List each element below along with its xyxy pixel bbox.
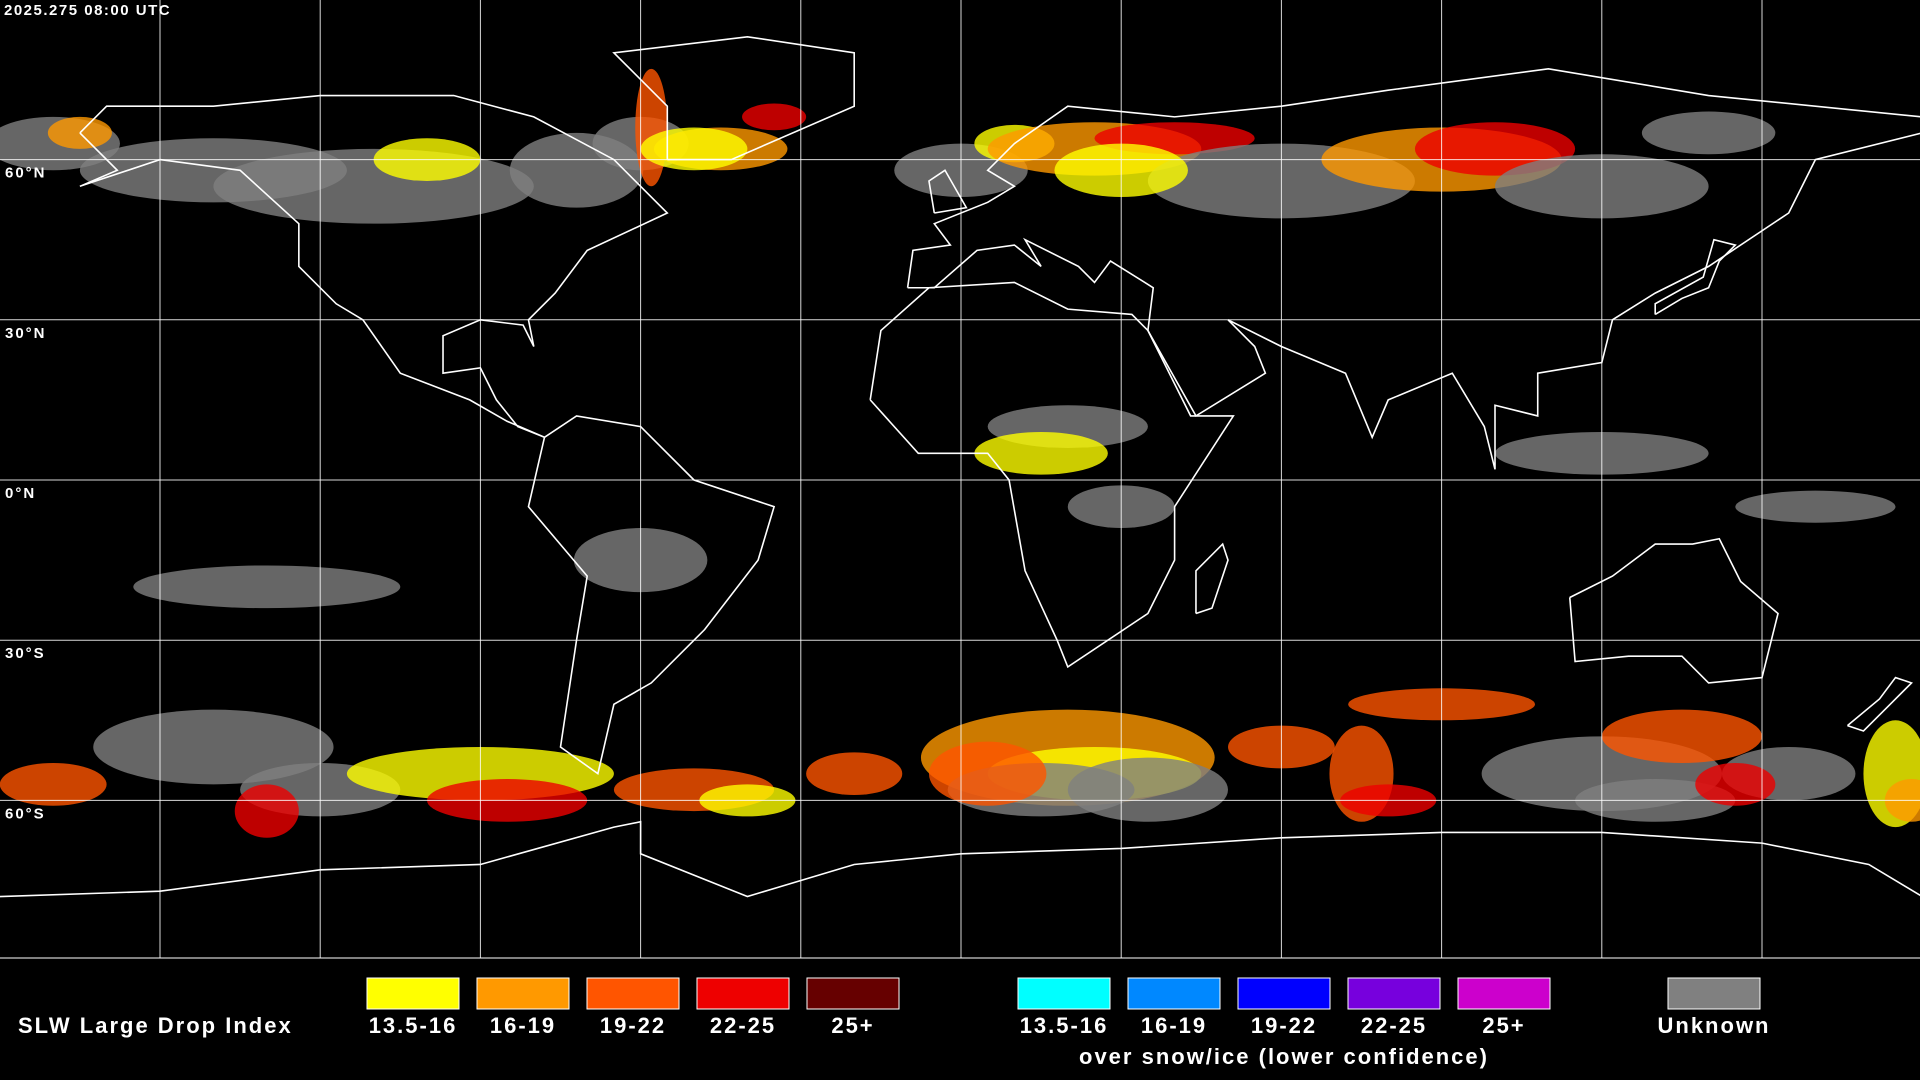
latitude-label: 60°S — [5, 805, 46, 822]
legend-label: 25+ — [1482, 1013, 1525, 1038]
latitude-label: 60°N — [5, 165, 47, 182]
legend: SLW Large Drop Index 13.5-16 16-19 19-22 22… — [18, 977, 1771, 1069]
cloud-patch — [806, 752, 903, 796]
latitude-labels: 60°N 30°N 0°N 30°S 60°S — [5, 165, 47, 823]
cloud-patch — [742, 103, 807, 131]
legend-label: 16-19 — [490, 1013, 556, 1038]
coastline — [527, 415, 776, 776]
legend-label: 19-22 — [600, 1013, 666, 1038]
legend-swatch — [1237, 977, 1331, 1010]
cloud-patch — [0, 763, 107, 806]
cloud-patch — [1601, 709, 1762, 764]
cloud-patch — [1695, 763, 1776, 806]
coastline — [1568, 537, 1779, 684]
coastline — [1195, 542, 1229, 615]
legend-swatch — [1457, 977, 1551, 1010]
latitude-label: 30°N — [5, 325, 47, 342]
latitude-label: 0°N — [5, 485, 36, 502]
cloud-patch — [234, 784, 299, 838]
legend-swatch — [1667, 977, 1761, 1010]
coastline — [1654, 238, 1737, 316]
cloud-patch — [1735, 490, 1896, 523]
legend-swatch — [476, 977, 570, 1010]
legend-label: 13.5-16 — [1020, 1013, 1109, 1038]
legend-swatch — [1017, 977, 1111, 1010]
legend-title: SLW Large Drop Index — [18, 1013, 293, 1038]
graticule — [0, 0, 1920, 958]
cloud-patch — [974, 431, 1108, 475]
latitude-label: 30°S — [5, 645, 46, 662]
legend-swatch — [586, 977, 680, 1010]
legend-label: 13.5-16 — [369, 1013, 458, 1038]
cloud-field — [0, 68, 1920, 838]
cloud-patch — [213, 148, 534, 224]
legend-swatch — [1347, 977, 1441, 1010]
coastline — [906, 68, 1920, 470]
cloud-patch — [1067, 757, 1228, 822]
legend-label: 25+ — [831, 1013, 874, 1038]
coastline — [1846, 676, 1914, 732]
legend-label: Unknown — [1658, 1013, 1771, 1038]
legend-swatch — [696, 977, 790, 1010]
legend-label: 16-19 — [1141, 1013, 1207, 1038]
legend-swatch — [366, 977, 460, 1010]
coastline — [79, 94, 669, 439]
cloud-patch — [93, 709, 334, 785]
legend-label: 22-25 — [710, 1013, 776, 1038]
legend-label: 19-22 — [1251, 1013, 1317, 1038]
coastline — [0, 820, 1920, 898]
cloud-patch — [635, 68, 668, 187]
coastlines — [0, 35, 1920, 898]
cloud-patch — [133, 565, 401, 609]
legend-caption: over snow/ice (lower confidence) — [1079, 1044, 1489, 1069]
cloud-patch — [1641, 111, 1776, 155]
legend-swatch — [1127, 977, 1221, 1010]
legend-swatch — [806, 977, 900, 1010]
cloud-patch — [928, 741, 1047, 806]
coastline — [928, 169, 968, 214]
cloud-patch — [640, 127, 748, 171]
timestamp: 2025.275 08:00 UTC — [4, 2, 171, 19]
legend-label: 22-25 — [1361, 1013, 1427, 1038]
